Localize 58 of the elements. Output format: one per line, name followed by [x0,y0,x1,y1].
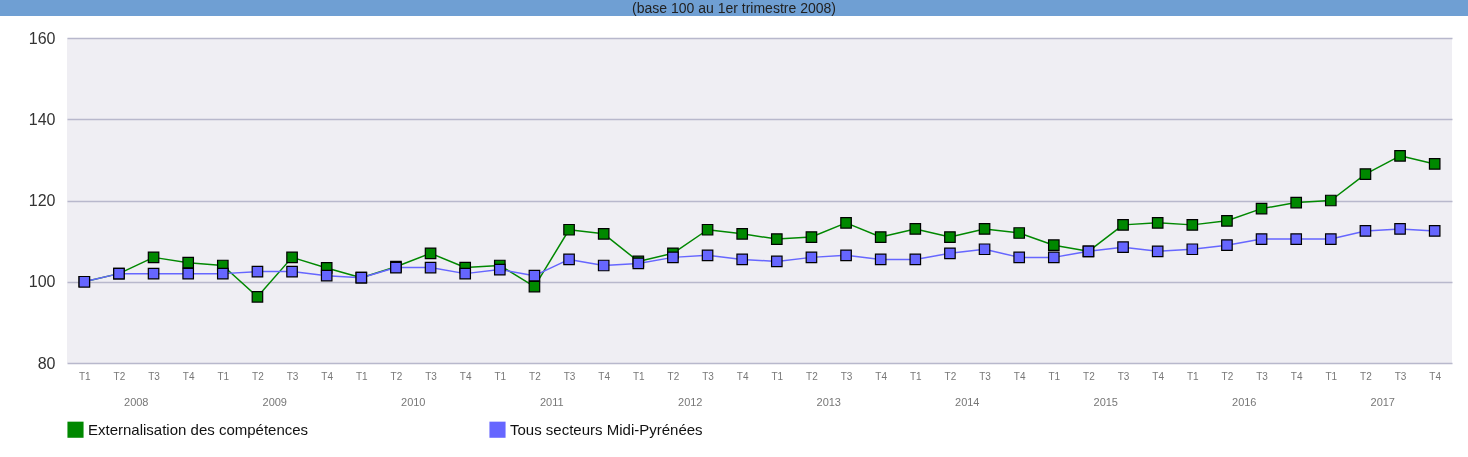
x-tick-label: T4 [1290,370,1303,382]
chart-subtitle: (base 100 au 1er trimestre 2008) [0,0,1468,16]
x-tick-label: T2 [1083,370,1096,382]
x-tick-label: T3 [840,370,853,382]
x-tick-label: T1 [909,370,923,382]
x-tick-label: T4 [321,370,334,382]
text: 2011 [539,396,564,408]
x-tick-label: T2 [1360,370,1373,382]
x-tick-label: T3 [563,370,576,382]
x-tick-label: T1 [78,370,92,382]
x-tick-label: T4 [459,370,472,382]
x-tick-label: T4 [875,370,888,382]
text: 2014 [955,396,980,408]
x-tick-label: T2 [1221,370,1234,382]
x-tick-label: T3 [1117,370,1130,382]
x-tick-label: T3 [702,370,715,382]
x-tick-label: T4 [1152,370,1165,382]
text: 2012 [678,396,703,408]
x-tick-label: T3 [1256,370,1269,382]
x-tick-label: T3 [286,370,299,382]
x-tick-label: T4 [182,370,195,382]
x-tick-label: T2 [113,370,126,382]
legend-label: Tous secteurs Midi-Pyrénées [510,420,703,438]
legend-label: Externalisation des compétences [88,420,309,438]
x-tick-label: T1 [355,370,369,382]
x-tick-label: T1 [771,370,784,382]
x-tick-label: T1 [1048,370,1061,382]
x-tick-label: T3 [425,370,438,382]
x-tick-label: T1 [632,370,646,382]
x-tick-label: T4 [736,370,749,382]
x-tick-label: T2 [944,370,957,382]
text: 2010 [401,396,426,408]
x-tick-label: T2 [806,370,819,382]
x-tick-label: T4 [598,370,611,382]
y-tick-label: 80 [37,354,56,372]
text: 2013 [816,396,841,408]
x-tick-label: T4 [1429,370,1442,382]
text: 2016 [1232,396,1257,408]
x-tick-label: T1 [494,370,507,382]
x-tick-label: T3 [148,370,161,382]
x-tick-label: T3 [1394,370,1407,382]
y-tick-label: 140 [28,110,56,128]
text: 2009 [262,396,287,408]
y-tick-label: 100 [28,273,56,291]
x-tick-label: T1 [217,370,230,382]
text: 2015 [1093,396,1118,408]
x-tick-label: T2 [390,370,403,382]
x-tick-label: T4 [1013,370,1026,382]
x-tick-label: T1 [1325,370,1338,382]
x-tick-label: T1 [1186,370,1200,382]
x-tick-label: T2 [252,370,265,382]
y-tick-label: 160 [28,29,56,47]
x-tick-label: T2 [667,370,680,382]
text: 2017 [1370,396,1395,408]
text: 2008 [124,396,149,408]
y-tick-label: 120 [28,192,56,209]
x-tick-label: T2 [529,370,542,382]
x-tick-label: T3 [979,370,992,382]
